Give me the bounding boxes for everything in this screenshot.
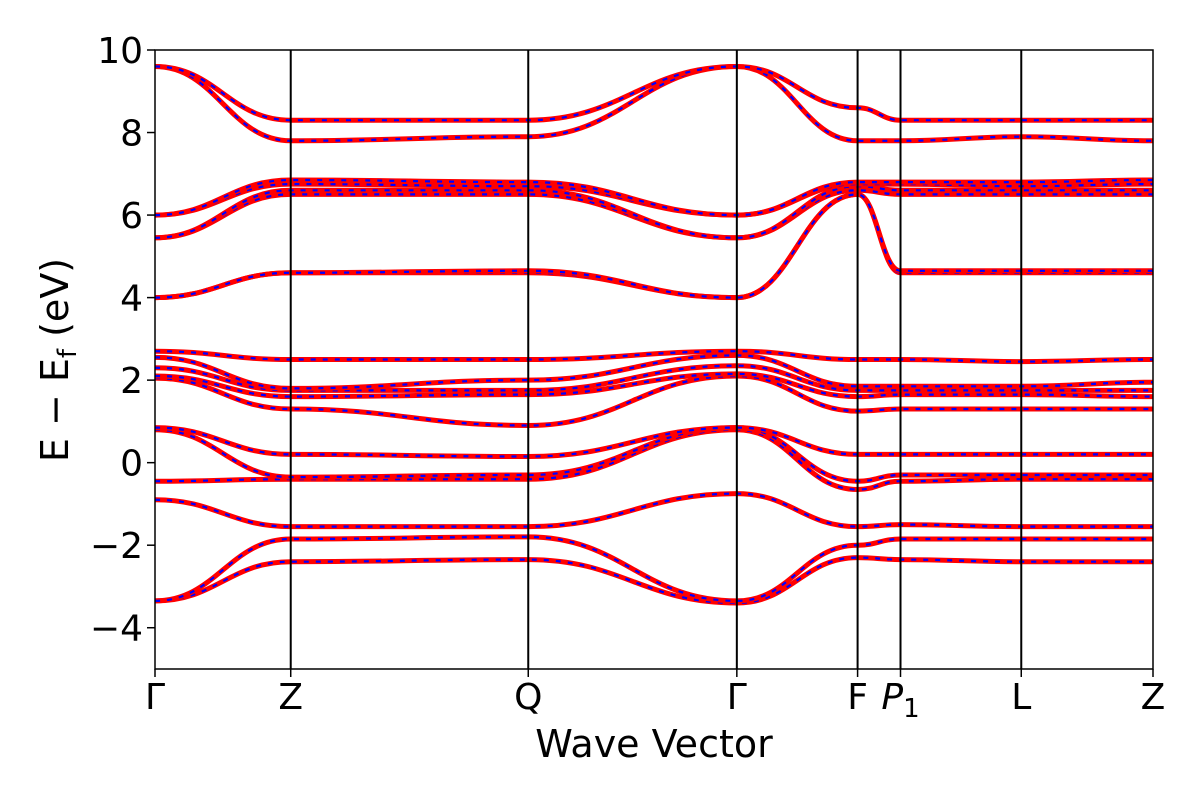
x-tick-label: Γ [727,677,747,718]
band-19-dashed [155,65,1153,142]
band-13 [155,191,1153,301]
x-tick-label-main: P [881,677,903,718]
band-20-solid [155,64,1153,123]
band-12 [155,348,1153,365]
band-1-solid [155,686,1153,703]
band-15 [155,187,1153,241]
y-axis-label-unit: (eV) [33,258,77,349]
y-tick-label: 8 [120,114,143,155]
y-tick-label: −4 [90,609,143,650]
x-tick-label: L [1011,677,1031,718]
y-tick-label: 0 [120,444,143,485]
kpath-lines [289,50,1023,669]
x-axis-ticks: Γ Z Q Γ F P1 L Z [145,669,1165,724]
y-axis-ticks: −4 −2 0 2 4 6 8 10 [90,31,155,650]
x-tick-label: P1 [881,677,919,724]
x-tick-label: Γ [145,677,165,718]
band-8 [155,373,1153,428]
band-1 [155,686,1153,703]
x-tick-label: Q [514,677,542,718]
band-8-dashed [155,374,1153,427]
y-axis-label: E − Ef (eV) [33,258,83,462]
x-tick-label: Z [278,677,303,718]
band-16-dashed [155,185,1153,239]
band-14-solid [155,191,1153,301]
band-14 [155,191,1153,301]
band-8-solid [155,373,1153,428]
y-axis-label-subscript: f [53,348,83,358]
y-tick-label: 10 [97,31,143,72]
band-19 [155,64,1153,144]
x-tick-label: Z [1141,677,1166,718]
bands-layer [155,64,1153,703]
x-axis-label: Wave Vector [535,722,773,766]
band-4-solid [155,491,1153,530]
band-14-dashed [155,193,1153,299]
band-4 [155,491,1153,530]
y-tick-label: 4 [120,279,143,320]
x-tick-label: F [847,677,868,718]
band-20-dashed [155,65,1153,122]
plot-frame [154,49,1154,670]
band-15-solid [155,187,1153,241]
band-5-dashed [155,428,1153,491]
band-7-dashed [155,426,1153,458]
band-13-dashed [155,193,1153,299]
y-tick-label: −2 [90,526,143,567]
band-12-solid [155,348,1153,365]
y-tick-label: 2 [120,361,143,402]
band-20 [155,64,1153,123]
band-19-solid [155,64,1153,144]
band-15-dashed [155,189,1153,239]
band-13-solid [155,191,1153,301]
band-3-dashed [155,535,1153,603]
band-1-dashed [155,686,1153,703]
y-tick-label: 6 [120,196,143,237]
band-4-dashed [155,492,1153,528]
x-tick-label-subscript: 1 [903,694,920,724]
y-axis-label-main: E − E [33,358,77,462]
